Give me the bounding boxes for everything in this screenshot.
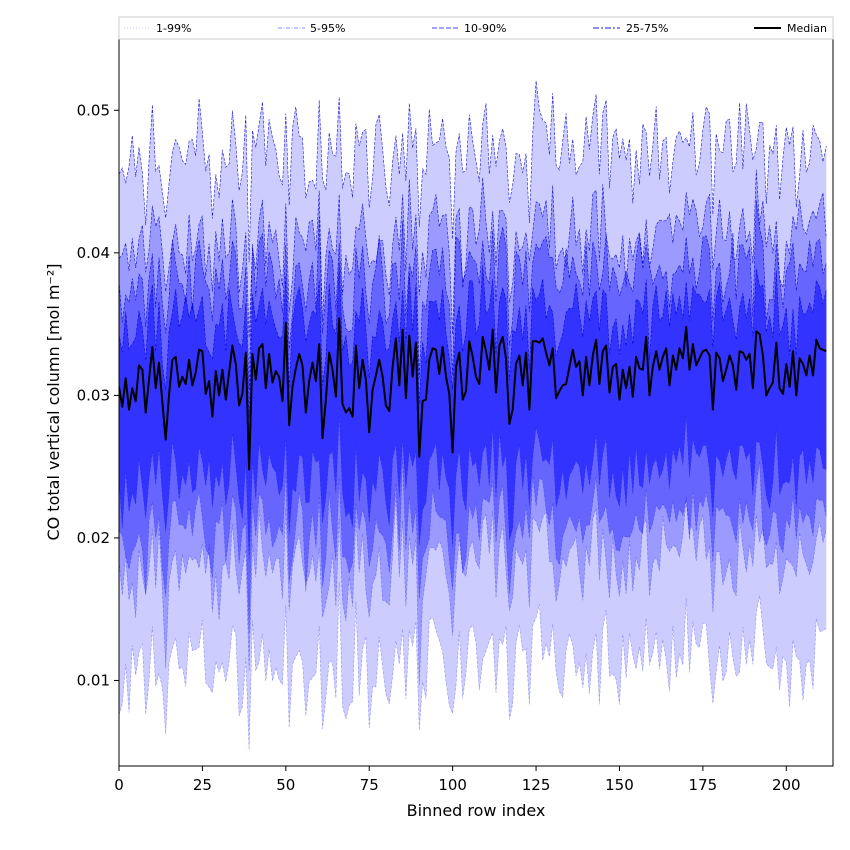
edge-upper-10-90 <box>119 200 827 390</box>
edge-upper-25-75 <box>119 262 827 418</box>
y-tick-label: 0.02 <box>77 529 110 547</box>
y-axis: 0.01 0.02 0.03 0.04 0.05 <box>77 101 119 689</box>
x-tick-label: 25 <box>193 776 212 794</box>
x-tick-label: 150 <box>605 776 634 794</box>
percentile-bands <box>119 80 827 750</box>
edge-lower-5-95 <box>119 494 827 686</box>
legend: 1-99% 5-95% 10-90% 25-75% Median <box>118 16 834 40</box>
x-tick-label: 50 <box>276 776 295 794</box>
legend-label-25-75: 25-75% <box>626 22 668 35</box>
median-layer <box>119 317 827 471</box>
edge-lower-1-99 <box>119 581 827 750</box>
y-tick-label: 0.05 <box>77 101 110 119</box>
x-tick-label: 100 <box>438 776 467 794</box>
edge-lower-25-75 <box>119 414 827 561</box>
y-axis-label: CO total vertical column [mol m⁻²] <box>44 263 63 540</box>
legend-label-5-95: 5-95% <box>310 22 345 35</box>
band-25-75 <box>119 263 827 561</box>
median-line <box>119 317 827 471</box>
legend-label-median: Median <box>787 22 827 35</box>
legend-label-1-99: 1-99% <box>156 22 191 35</box>
edge-upper-5-95 <box>119 169 827 338</box>
x-tick-label: 75 <box>360 776 379 794</box>
legend-label-10-90: 10-90% <box>464 22 506 35</box>
x-axis: 0 25 50 75 100 125 150 175 200 <box>114 766 801 794</box>
y-tick-label: 0.01 <box>77 671 110 689</box>
x-axis-label: Binned row index <box>407 801 546 820</box>
x-tick-label: 0 <box>114 776 124 794</box>
legend-box <box>118 16 834 40</box>
x-tick-label: 125 <box>522 776 551 794</box>
plot-area <box>119 80 827 750</box>
edge-upper-1-99 <box>119 80 827 263</box>
x-tick-label: 200 <box>772 776 801 794</box>
edge-lower-10-90 <box>119 458 827 634</box>
y-tick-label: 0.04 <box>77 244 110 262</box>
y-tick-label: 0.03 <box>77 386 110 404</box>
band-edges <box>119 80 827 750</box>
x-tick-label: 175 <box>689 776 718 794</box>
